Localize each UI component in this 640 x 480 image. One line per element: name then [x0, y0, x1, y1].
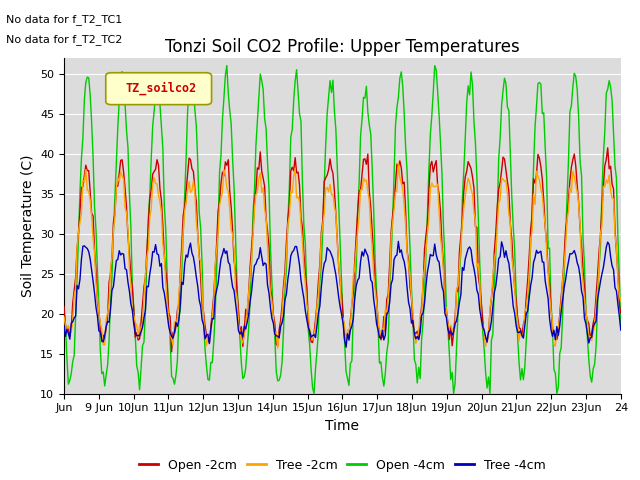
- X-axis label: Time: Time: [325, 419, 360, 433]
- Open -4cm: [97, 348, 104, 354]
- Tree -2cm: [79, 178, 87, 183]
- Open -4cm: [617, 321, 625, 327]
- Text: TZ_soilco2: TZ_soilco2: [126, 82, 197, 95]
- Y-axis label: Soil Temperature (C): Soil Temperature (C): [20, 155, 35, 297]
- Tree -4cm: [617, 327, 625, 333]
- Open -4cm: [616, 275, 623, 281]
- Open -2cm: [616, 302, 623, 308]
- Open -4cm: [543, 175, 550, 181]
- Open -4cm: [349, 311, 357, 316]
- Line: Open -2cm: Open -2cm: [64, 148, 621, 352]
- Tree -2cm: [274, 345, 282, 351]
- Open -4cm: [79, 135, 87, 141]
- Tree -4cm: [79, 243, 87, 249]
- Open -2cm: [348, 302, 356, 308]
- Line: Open -4cm: Open -4cm: [64, 66, 621, 394]
- Open -4cm: [60, 309, 68, 315]
- Tree -2cm: [60, 314, 68, 320]
- Open -2cm: [541, 224, 549, 230]
- Open -4cm: [310, 391, 318, 396]
- Tree -4cm: [97, 329, 104, 335]
- Line: Tree -2cm: Tree -2cm: [64, 163, 621, 348]
- Open -2cm: [97, 322, 104, 327]
- Tree -4cm: [60, 324, 68, 329]
- Tree -2cm: [97, 320, 104, 326]
- Tree -4cm: [460, 267, 468, 273]
- Open -2cm: [168, 349, 175, 355]
- Legend: Open -2cm, Tree -2cm, Open -4cm, Tree -4cm: Open -2cm, Tree -2cm, Open -4cm, Tree -4…: [134, 454, 550, 477]
- Title: Tonzi Soil CO2 Profile: Upper Temperatures: Tonzi Soil CO2 Profile: Upper Temperatur…: [165, 38, 520, 56]
- FancyBboxPatch shape: [106, 73, 212, 105]
- Open -4cm: [223, 63, 230, 69]
- Tree -2cm: [543, 249, 550, 254]
- Line: Tree -4cm: Tree -4cm: [64, 241, 621, 347]
- Open -2cm: [617, 311, 625, 316]
- Open -2cm: [458, 217, 466, 223]
- Open -4cm: [460, 168, 468, 174]
- Tree -4cm: [394, 239, 402, 244]
- Tree -2cm: [617, 298, 625, 304]
- Text: No data for f_T2_TC2: No data for f_T2_TC2: [6, 34, 123, 45]
- Tree -2cm: [394, 160, 402, 166]
- Open -2cm: [79, 184, 87, 190]
- Open -2cm: [60, 304, 68, 310]
- Tree -2cm: [460, 205, 468, 211]
- Tree -4cm: [342, 344, 350, 350]
- Tree -4cm: [543, 287, 550, 293]
- Open -2cm: [604, 145, 612, 151]
- Tree -2cm: [348, 301, 356, 307]
- Tree -2cm: [616, 293, 623, 299]
- Tree -4cm: [616, 313, 623, 319]
- Text: No data for f_T2_TC1: No data for f_T2_TC1: [6, 14, 123, 25]
- Tree -4cm: [348, 323, 356, 329]
